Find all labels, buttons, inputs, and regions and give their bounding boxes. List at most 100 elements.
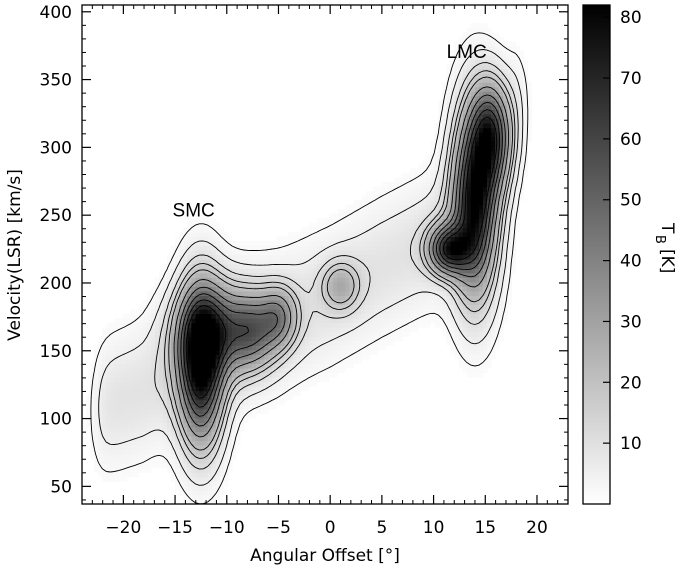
heatmap-cell bbox=[491, 204, 496, 210]
heatmap-cell bbox=[191, 481, 196, 487]
heatmap-cell bbox=[312, 372, 318, 378]
heatmap-cell bbox=[235, 340, 241, 346]
heatmap-cell bbox=[171, 376, 176, 383]
heatmap-cell bbox=[470, 227, 476, 233]
heatmap-cell bbox=[179, 349, 184, 355]
heatmap-cell bbox=[426, 213, 431, 219]
heatmap-cell bbox=[438, 195, 444, 201]
heatmap-cell bbox=[248, 249, 253, 256]
heatmap-cell bbox=[438, 150, 444, 156]
heatmap-cell bbox=[207, 277, 213, 283]
heatmap-cell bbox=[280, 381, 286, 387]
heatmap-cell bbox=[219, 240, 225, 247]
heatmap-cell bbox=[227, 290, 233, 296]
heatmap-cell bbox=[134, 331, 140, 337]
heatmap-cell bbox=[308, 249, 314, 256]
heatmap-cell bbox=[345, 358, 350, 364]
heatmap-cell bbox=[134, 395, 140, 401]
heatmap-cell bbox=[373, 327, 379, 333]
heatmap-cell bbox=[470, 254, 476, 260]
heatmap-cell bbox=[466, 100, 472, 106]
heatmap-cell bbox=[446, 290, 452, 296]
heatmap-cell bbox=[406, 295, 411, 301]
heatmap-cell bbox=[207, 431, 213, 437]
heatmap-cell bbox=[142, 390, 148, 396]
heatmap-cell bbox=[369, 345, 375, 351]
heatmap-cell bbox=[446, 259, 452, 265]
heatmap-cell bbox=[90, 404, 95, 410]
heatmap-cell bbox=[235, 413, 241, 419]
heatmap-cell bbox=[454, 132, 460, 138]
heatmap-cell bbox=[446, 200, 452, 206]
heatmap-cell bbox=[239, 295, 245, 301]
heatmap-cell bbox=[458, 304, 464, 310]
heatmap-cell bbox=[495, 249, 500, 256]
heatmap-cell bbox=[369, 245, 375, 251]
heatmap-cell bbox=[142, 417, 148, 423]
heatmap-cell bbox=[260, 408, 265, 414]
heatmap-cell bbox=[446, 236, 452, 242]
heatmap-cell bbox=[462, 295, 468, 301]
heatmap-cell bbox=[114, 322, 120, 328]
heatmap-cell bbox=[215, 299, 221, 305]
heatmap-cell bbox=[478, 299, 484, 305]
heatmap-cell bbox=[207, 327, 213, 333]
heatmap-cell bbox=[523, 100, 529, 106]
heatmap-cell bbox=[264, 272, 269, 278]
heatmap-cell bbox=[462, 322, 468, 328]
heatmap-cell bbox=[393, 259, 399, 265]
heatmap-cell bbox=[503, 222, 508, 228]
heatmap-cell bbox=[349, 313, 354, 319]
heatmap-cell bbox=[150, 395, 156, 401]
heatmap-cell bbox=[458, 336, 464, 342]
heatmap-cell bbox=[122, 422, 128, 428]
heatmap-cell bbox=[98, 413, 103, 419]
heatmap-cell bbox=[369, 213, 375, 219]
heatmap-cell bbox=[171, 476, 176, 482]
heatmap-cell bbox=[268, 381, 273, 387]
heatmap-cell bbox=[207, 372, 213, 378]
heatmap-cell bbox=[146, 449, 152, 455]
heatmap-cell bbox=[150, 404, 156, 410]
heatmap-cell bbox=[231, 245, 237, 251]
heatmap-cell bbox=[94, 458, 99, 464]
heatmap-cell bbox=[515, 190, 520, 197]
heatmap-cell bbox=[138, 445, 144, 451]
heatmap-cell bbox=[482, 122, 488, 129]
heatmap-cell bbox=[446, 295, 452, 301]
heatmap-cell bbox=[450, 308, 456, 315]
heatmap-cell bbox=[470, 272, 476, 278]
heatmap-cell bbox=[191, 399, 196, 405]
heatmap-cell bbox=[353, 227, 358, 233]
heatmap-cell bbox=[146, 358, 152, 364]
heatmap-cell bbox=[454, 249, 460, 256]
heatmap-cell bbox=[312, 236, 318, 242]
heatmap-cell bbox=[175, 445, 180, 451]
heatmap-cell bbox=[138, 367, 144, 374]
heatmap-cell bbox=[215, 318, 221, 324]
heatmap-cell bbox=[235, 399, 241, 405]
heatmap-cell bbox=[146, 426, 152, 433]
heatmap-cell bbox=[329, 227, 334, 233]
heatmap-cell bbox=[252, 390, 257, 396]
heatmap-cell bbox=[138, 308, 144, 315]
heatmap-cell bbox=[158, 340, 164, 346]
heatmap-cell bbox=[474, 204, 480, 210]
heatmap-cell bbox=[179, 345, 184, 351]
heatmap-cell bbox=[308, 240, 314, 247]
heatmap-cell bbox=[515, 68, 520, 74]
heatmap-cell bbox=[491, 249, 496, 256]
heatmap-cell bbox=[203, 467, 209, 473]
heatmap-cell bbox=[470, 345, 476, 351]
heatmap-cell bbox=[122, 404, 128, 410]
heatmap-cell bbox=[248, 290, 253, 296]
heatmap-cell bbox=[292, 249, 298, 256]
heatmap-cell bbox=[442, 227, 448, 233]
heatmap-cell bbox=[191, 472, 196, 478]
heatmap-cell bbox=[478, 59, 484, 65]
heatmap-cell bbox=[373, 213, 379, 219]
heatmap-cell bbox=[171, 295, 176, 301]
heatmap-cell bbox=[487, 349, 492, 355]
heatmap-cell bbox=[503, 286, 508, 292]
heatmap-cell bbox=[406, 245, 411, 251]
